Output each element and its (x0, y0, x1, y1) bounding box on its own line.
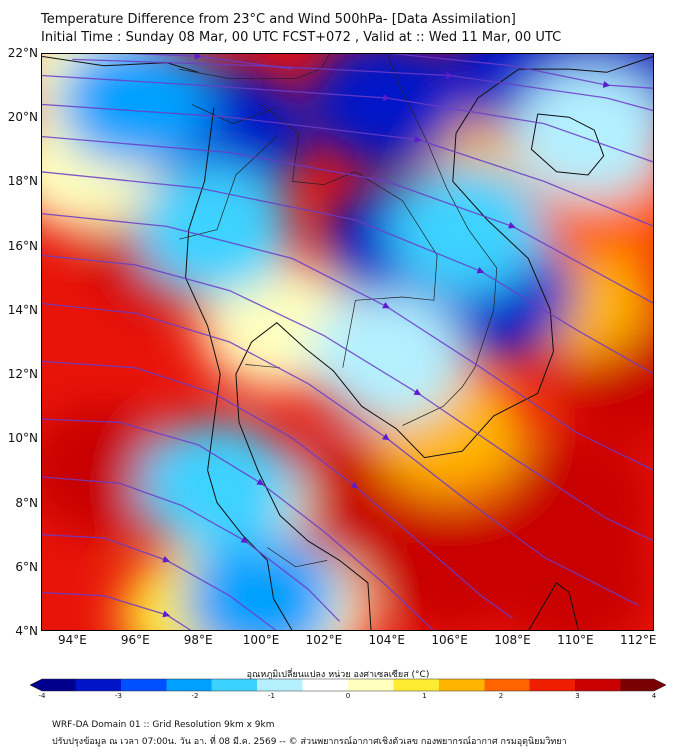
colorbar-tick-label: 2 (498, 692, 504, 700)
border-line (245, 364, 280, 369)
lat-tick-label: 8°N (15, 495, 38, 510)
streamline (41, 171, 654, 375)
field-blob (513, 67, 654, 200)
streamline (386, 53, 654, 89)
lon-tick-label: 98°E (183, 633, 213, 647)
streamline (41, 254, 654, 542)
streamline (41, 360, 513, 619)
field-blob (183, 532, 340, 631)
colorbar-tick-label: 3 (575, 692, 580, 700)
field-blob (371, 500, 528, 631)
lat-tick-label: 16°N (7, 238, 38, 253)
field-blob (135, 163, 292, 296)
colorbar-tick-label: -2 (191, 692, 199, 700)
lat-tick-label: 22°N (7, 46, 38, 60)
temperature-field (41, 53, 654, 631)
lon-tick-label: 104°E (368, 633, 406, 647)
lat-tick-label: 18°N (7, 174, 38, 189)
streamline (41, 135, 654, 305)
field-blob (139, 420, 296, 553)
footer-model-info: WRF-DA Domain 01 :: Grid Resolution 9km … (52, 720, 275, 730)
field-blob (57, 53, 214, 168)
colorbar-tick-label: 1 (422, 692, 427, 700)
colorbar-tick-label: -4 (38, 692, 46, 700)
lat-tick-label: 10°N (7, 431, 38, 446)
coastline (185, 107, 293, 631)
coastlines (41, 55, 654, 631)
coastline (530, 113, 605, 176)
field-blob (387, 163, 544, 296)
colorbar-tick-label: -1 (268, 692, 275, 700)
lon-tick-label: 102°E (305, 633, 343, 647)
colorbar (30, 678, 666, 692)
border-line (386, 53, 498, 426)
field-blob (261, 436, 418, 569)
lat-tick-label: 20°N (7, 110, 38, 125)
streamline (41, 591, 193, 631)
streamline (41, 302, 639, 606)
colorbar-title: อุณหภูมิเปลี่ยนแปลง หน่วย องศาเซลเซียส (… (246, 670, 430, 680)
lat-tick-label: 14°N (7, 302, 38, 317)
chart-subtitle: Initial Time : Sunday 08 Mar, 00 UTC FCS… (41, 30, 562, 45)
map-canvas[interactable] (41, 53, 654, 631)
border-line (260, 104, 438, 368)
chart-title: Temperature Difference from 23°C and Win… (41, 12, 516, 27)
field-blob (497, 516, 654, 631)
wind-streamlines (41, 53, 654, 631)
lon-tick-label: 106°E (431, 633, 468, 647)
colorbar-tick-label: 4 (651, 692, 657, 700)
colorbar-bar (30, 678, 666, 692)
streamline (41, 476, 341, 622)
colorbar-tick-label: -3 (115, 692, 122, 700)
lon-tick-label: 96°E (120, 633, 150, 647)
field-blob (308, 292, 465, 425)
lat-tick-label: 4°N (15, 624, 38, 638)
lon-tick-label: 100°E (242, 633, 280, 647)
border-line (267, 547, 328, 568)
lon-tick-label: 110°E (557, 633, 594, 647)
country-borders (179, 53, 498, 568)
border-line (179, 53, 331, 80)
colorbar-tick-label: 0 (345, 692, 351, 700)
coastline (527, 582, 580, 631)
coastline (41, 55, 199, 73)
map-frame (41, 53, 654, 631)
lon-tick-label: 112°E (620, 633, 657, 647)
lat-tick-label: 12°N (7, 367, 38, 382)
border-line (191, 104, 277, 124)
footer-credit: ปรับปรุงข้อมูล ณ เวลา 07:00น. วัน อา. ที… (52, 737, 567, 747)
lon-tick-label: 94°E (57, 633, 87, 647)
coastline (235, 55, 654, 631)
lon-tick-label: 108°E (494, 633, 531, 647)
lat-tick-label: 6°N (15, 559, 38, 574)
